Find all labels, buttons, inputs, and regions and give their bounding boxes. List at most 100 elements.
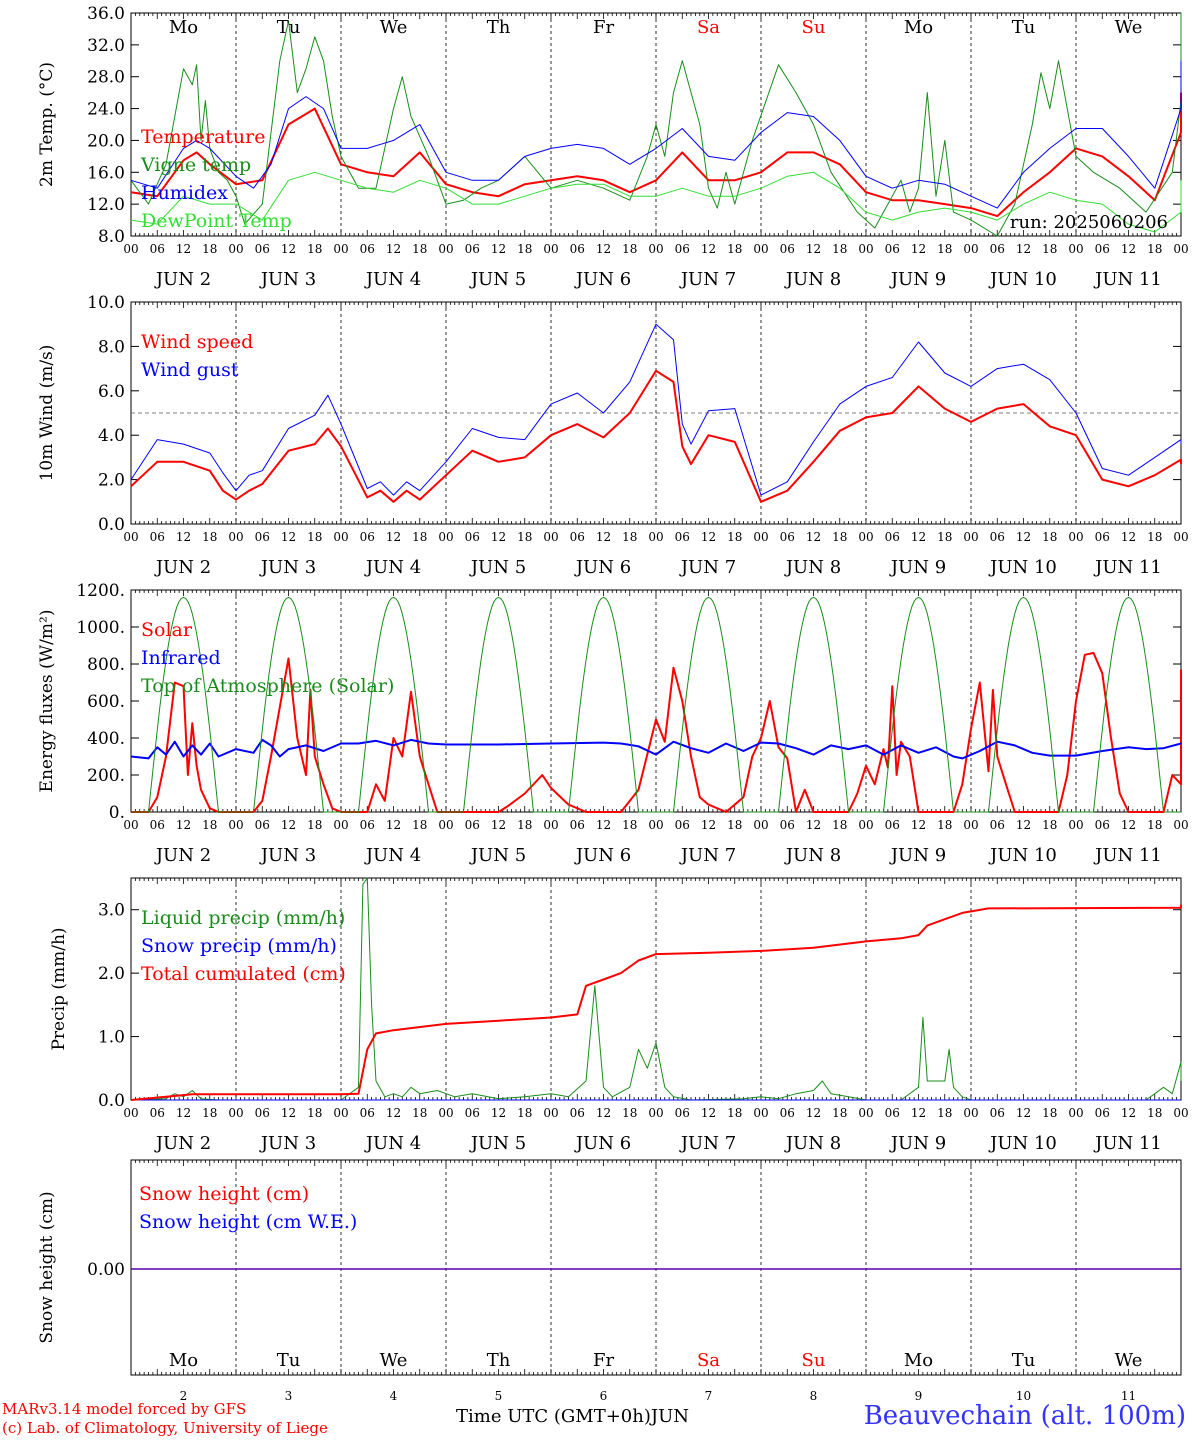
hour-tick-label: 00 [753,242,768,256]
hour-tick-label: 06 [255,818,270,832]
day-number: 9 [915,1389,923,1403]
hour-tick-label: 18 [517,242,532,256]
day-name: Tu [1012,17,1036,38]
day-name: Tu [277,1350,301,1371]
hour-tick-label: 18 [832,1106,847,1120]
y-tick-label: 0. [109,803,125,823]
legend-entry: Solar [141,619,193,641]
hour-tick-label: 06 [360,818,375,832]
hour-tick-label: 18 [622,242,637,256]
hour-tick-label: 18 [412,818,427,832]
run-label: run: 2025060206 [1010,212,1168,233]
day-name: Th [487,1350,511,1371]
hour-tick-label: 06 [675,1106,690,1120]
hour-tick-label: 18 [307,530,322,544]
hour-tick-label: 00 [333,242,348,256]
series-line-total-cumulated-cm- [130,904,1182,1101]
y-axis-title: 2m Temp. (°C) [37,62,57,187]
legend-entry: Infrared [141,647,221,669]
date-label: JUN 11 [1093,557,1162,578]
hour-tick-label: 06 [990,1106,1005,1120]
hour-tick-label: 18 [622,818,637,832]
hour-tick-label: 18 [727,530,742,544]
hour-tick-label: 00 [333,530,348,544]
hour-tick-label: 12 [701,242,716,256]
hour-tick-label: 06 [675,530,690,544]
legend-entry: Wind speed [141,331,253,353]
hour-tick-label: 12 [176,818,191,832]
y-tick-label: 16.0 [87,163,125,183]
hour-tick-label: 06 [780,530,795,544]
day-name: We [380,17,408,38]
day-name: Mo [169,17,198,38]
date-label: JUN 8 [784,557,841,578]
day-number: 5 [495,1389,503,1403]
date-label: JUN 5 [469,269,526,290]
hour-tick-label: 18 [1147,818,1162,832]
day-name: Tu [1012,1350,1036,1371]
date-label: JUN 2 [154,557,211,578]
hour-tick-label: 00 [858,818,873,832]
hour-tick-label: 18 [517,1106,532,1120]
legend-entry: Snow height (cm W.E.) [139,1211,357,1233]
hour-tick-label: 06 [1095,1106,1110,1120]
date-label: JUN 4 [364,845,421,866]
hour-tick-label: 00 [543,1106,558,1120]
day-number: 11 [1121,1389,1136,1403]
hour-tick-label: 06 [990,530,1005,544]
day-name: Sa [697,17,720,38]
hour-tick-label: 06 [150,1106,165,1120]
hour-tick-label: 12 [596,530,611,544]
day-name: We [1115,1350,1143,1371]
y-tick-label: 20.0 [87,131,125,151]
hour-tick-label: 12 [1016,242,1031,256]
y-tick-label: 1200. [76,581,125,601]
y-tick-label: 0.0 [98,1091,125,1111]
hour-tick-label: 18 [1042,242,1057,256]
hour-tick-label: 00 [963,818,978,832]
hour-tick-label: 18 [937,530,952,544]
hour-tick-label: 18 [1147,242,1162,256]
day-number: 3 [285,1389,293,1403]
hour-tick-label: 12 [386,530,401,544]
hour-tick-label: 00 [123,530,138,544]
date-label: JUN 10 [988,845,1057,866]
date-label: JUN 4 [364,557,421,578]
date-label: JUN 6 [574,269,631,290]
hour-tick-label: 12 [701,818,716,832]
hour-tick-label: 12 [596,1106,611,1120]
hour-tick-label: 06 [150,530,165,544]
hour-tick-label: 18 [727,1106,742,1120]
day-number: 10 [1016,1389,1031,1403]
date-label: JUN 9 [889,845,946,866]
date-label: JUN 3 [259,845,316,866]
hour-tick-label: 12 [911,818,926,832]
hour-tick-label: 12 [596,242,611,256]
hour-tick-label: 12 [701,1106,716,1120]
date-label: JUN 2 [154,1133,211,1154]
hour-tick-label: 00 [648,242,663,256]
hour-tick-label: 12 [176,242,191,256]
series-line-infrared [130,738,1182,760]
date-label: JUN 11 [1093,845,1162,866]
hour-tick-label: 18 [832,242,847,256]
hour-tick-label: 18 [202,1106,217,1120]
date-label: JUN 11 [1093,269,1162,290]
hour-tick-label: 00 [753,1106,768,1120]
hour-tick-label: 06 [885,242,900,256]
date-label: JUN 4 [364,269,421,290]
hour-tick-label: 00 [1068,818,1083,832]
legend-entry: Snow precip (mm/h) [141,935,337,957]
series-line-liquid-precip-mm-h- [130,877,1182,1101]
date-label: JUN 9 [889,269,946,290]
hour-tick-label: 18 [202,530,217,544]
hour-tick-label: 00 [123,818,138,832]
legend-entry: Total cumulated (cm) [141,963,346,985]
hour-tick-label: 00 [333,818,348,832]
date-label: JUN 4 [364,1133,421,1154]
hour-tick-label: 00 [1173,530,1188,544]
hour-tick-label: 12 [1121,1106,1136,1120]
hour-tick-label: 06 [570,242,585,256]
hour-tick-label: 00 [1068,242,1083,256]
